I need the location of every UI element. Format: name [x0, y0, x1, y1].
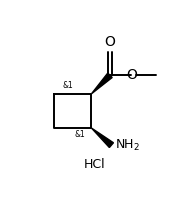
Text: &1: &1 [74, 130, 85, 139]
Text: O: O [126, 68, 137, 82]
Text: HCl: HCl [84, 158, 105, 171]
Text: &1: &1 [63, 81, 74, 90]
Polygon shape [91, 73, 112, 94]
Text: NH$_2$: NH$_2$ [115, 138, 140, 153]
Polygon shape [91, 128, 114, 147]
Text: O: O [105, 35, 115, 49]
